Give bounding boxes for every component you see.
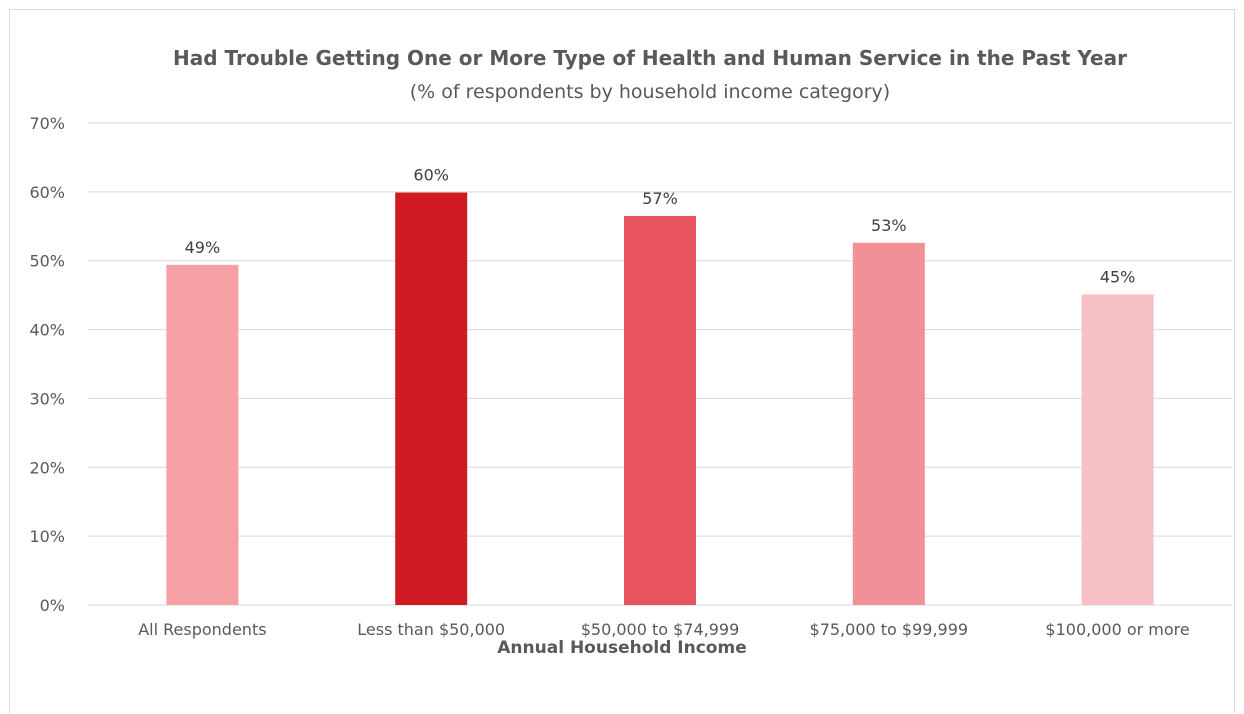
x-category-label: $50,000 to $74,999 (581, 620, 740, 639)
chart-title: Had Trouble Getting One or More Type of … (173, 46, 1127, 70)
bar (166, 264, 239, 605)
x-category-label: Less than $50,000 (357, 620, 505, 639)
y-tick-label: 60% (29, 183, 65, 202)
y-axis-ticks: 0% 10% 20% 30% 40% 50% 60% 70% (29, 114, 65, 615)
bar (852, 242, 925, 605)
y-tick-label: 20% (29, 458, 65, 477)
data-label: 60% (413, 166, 449, 185)
bar (1081, 294, 1154, 605)
data-label: 45% (1100, 267, 1136, 286)
data-label: 53% (871, 216, 907, 235)
y-tick-label: 0% (40, 596, 65, 615)
chart-subtitle: (% of respondents by household income ca… (410, 81, 890, 103)
x-axis-title: Annual Household Income (497, 638, 746, 658)
x-axis-categories: All Respondents Less than $50,000 $50,000 … (138, 620, 1190, 639)
data-label: 49% (185, 238, 221, 257)
bar (624, 215, 696, 605)
y-tick-label: 30% (29, 389, 65, 408)
bar (395, 192, 468, 605)
x-category-label: All Respondents (138, 620, 266, 639)
data-labels: 49% 60% 57% 53% 45% (185, 166, 1136, 287)
y-tick-label: 70% (29, 114, 65, 133)
x-category-label: $100,000 or more (1045, 620, 1189, 639)
y-tick-label: 50% (29, 252, 65, 271)
y-tick-label: 40% (29, 321, 65, 340)
x-category-label: $75,000 to $99,999 (810, 620, 969, 639)
data-label: 57% (642, 189, 678, 208)
bars (166, 192, 1154, 605)
y-tick-label: 10% (29, 527, 65, 546)
